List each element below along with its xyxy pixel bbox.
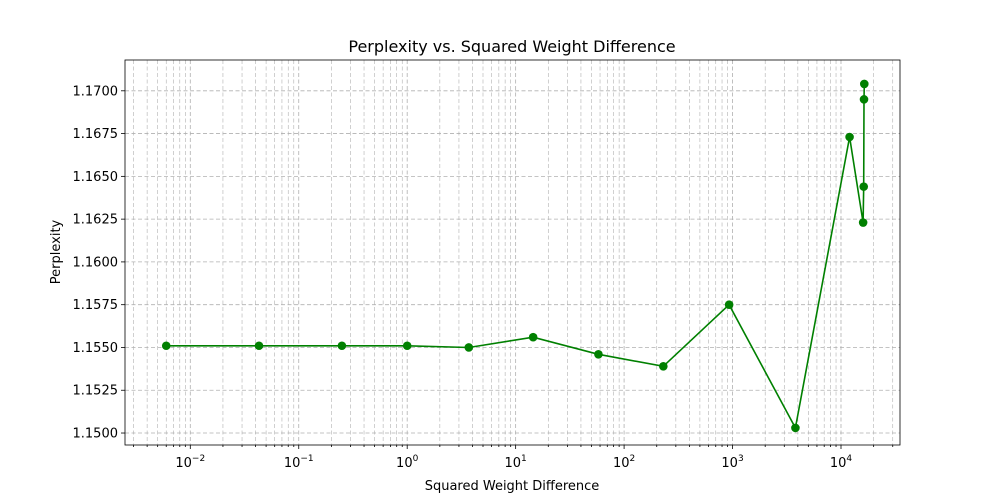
data-point	[402, 341, 412, 351]
plot-frame	[124, 59, 901, 446]
y-tick-label: 1.1650	[73, 170, 119, 185]
axis-ticks: 10−2 10−1 100 101 102 103 104 1.1500 1.1525 1.155…	[73, 84, 894, 471]
data-point	[791, 423, 800, 433]
grid-lines	[125, 60, 900, 445]
x-tick-label: 103	[721, 454, 743, 471]
x-axis-label: Squared Weight Difference	[425, 479, 600, 494]
data-point	[859, 79, 869, 89]
data-point	[528, 332, 538, 342]
y-tick-label: 1.1575	[73, 298, 119, 313]
data-point	[254, 341, 264, 351]
x-tick-label: 104	[830, 454, 853, 471]
data-point	[464, 343, 474, 352]
data-point	[845, 132, 854, 142]
y-tick-label: 1.1525	[73, 384, 119, 399]
data-point	[594, 350, 603, 359]
y-tick-label: 1.1500	[73, 427, 119, 442]
data-point	[859, 182, 869, 191]
x-tick-label: 10−2	[175, 454, 205, 471]
y-axis-label: Perplexity	[49, 219, 64, 284]
y-tick-label: 1.1550	[73, 341, 119, 356]
x-tick-label: 100	[396, 454, 419, 471]
x-tick-label: 102	[613, 454, 635, 471]
data-point	[337, 341, 347, 351]
data-point	[659, 361, 668, 371]
y-tick-label: 1.1700	[73, 84, 119, 99]
y-tick-label: 1.1675	[73, 127, 119, 142]
x-tick-label: 10−1	[284, 454, 314, 471]
y-tick-label: 1.1625	[73, 213, 119, 228]
data-point	[859, 95, 869, 104]
data-point	[858, 218, 868, 227]
data-point	[161, 341, 171, 351]
y-tick-label: 1.1600	[73, 255, 119, 270]
x-tick-label: 101	[505, 454, 527, 471]
data-point	[724, 300, 734, 309]
series-layer	[161, 79, 869, 433]
chart-title: Perplexity vs. Squared Weight Difference	[348, 37, 675, 56]
